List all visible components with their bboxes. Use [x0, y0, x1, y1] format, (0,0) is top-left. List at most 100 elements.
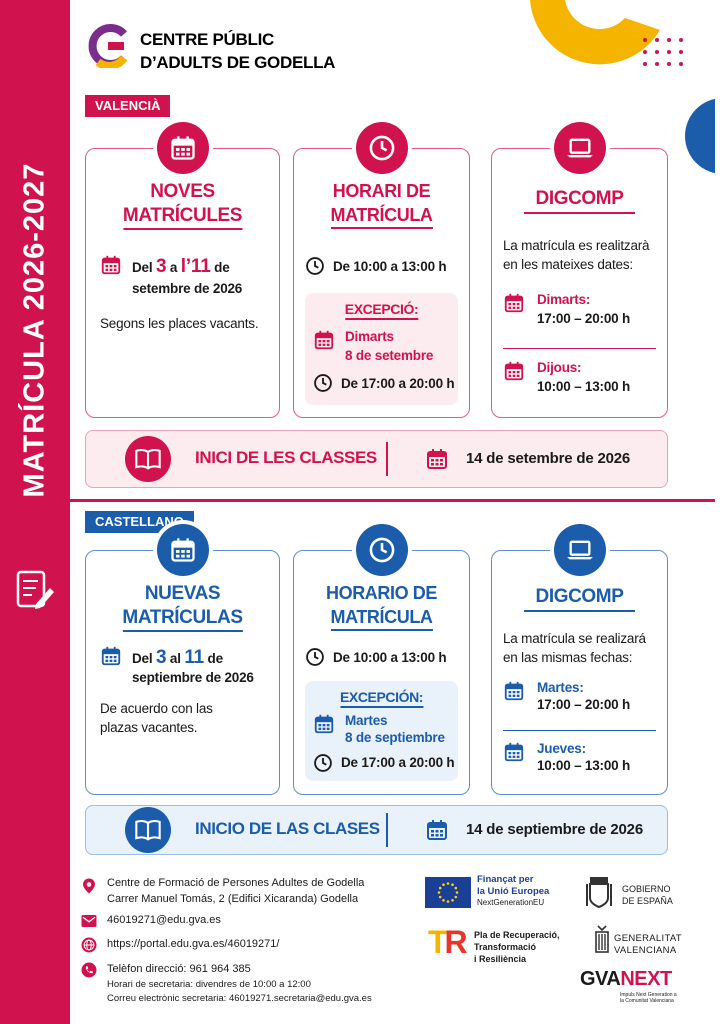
- eu-text: la Unió Europea: [477, 886, 550, 897]
- icon-part: [442, 883, 445, 887]
- icon-part: [186, 554, 190, 558]
- bar-divider: [386, 442, 388, 476]
- icon-part: [318, 340, 322, 343]
- icon-part: [508, 694, 512, 697]
- card-title: MATRÍCULA: [330, 607, 433, 631]
- phone-icon: [80, 961, 98, 979]
- date-part: a: [166, 260, 181, 275]
- exception-day: Dimarts: [345, 329, 394, 344]
- globe-icon: [80, 936, 98, 954]
- gvanext-part: NEXT: [620, 968, 672, 990]
- date-part: 3: [155, 647, 167, 669]
- date-part: de: [210, 260, 230, 275]
- icon-part: [314, 716, 334, 734]
- eu-text: Finançat per: [477, 874, 534, 885]
- icon-badge: [156, 524, 209, 576]
- date-part: de: [204, 651, 224, 667]
- icon-part: [135, 820, 161, 841]
- cal-icon: [169, 134, 197, 162]
- phone: Telèfon direcció: 961 964 385: [107, 963, 251, 975]
- phone-note: Correu electrònic secretaria: 46019271.s…: [107, 993, 372, 1004]
- icon-part: [566, 557, 593, 560]
- start-label: INICI DE LES CLASSES: [195, 448, 377, 467]
- card: [293, 148, 470, 418]
- icon-part: [314, 374, 332, 392]
- icon-part: [105, 656, 117, 663]
- icon-part: [326, 727, 330, 730]
- eu-flag: [425, 877, 471, 908]
- slot-hours: 17:00 – 20:00 h: [537, 696, 631, 712]
- exception-label: EXCEPCIÓN:: [339, 689, 423, 708]
- icon-part: [82, 916, 96, 923]
- card-title: MATRÍCULAS: [122, 607, 243, 632]
- icon-part: [438, 895, 442, 899]
- icon-part: [318, 723, 322, 727]
- icon-part: [597, 925, 607, 932]
- icon-part: [512, 755, 516, 758]
- slot-day: Dimarts:: [537, 292, 591, 307]
- icon-part: [314, 261, 319, 269]
- icon-part: [102, 258, 120, 264]
- cal-icon: [313, 713, 335, 735]
- icon-part: [101, 255, 121, 275]
- icon-part: [306, 257, 324, 275]
- icon-part: [428, 823, 446, 828]
- icon-part: [326, 343, 330, 346]
- icon-part: [186, 152, 190, 156]
- icon-part: [109, 660, 113, 663]
- icon-part: [504, 681, 524, 700]
- exception-date: 8 de setembre: [345, 348, 434, 363]
- exception-hours: De 17:00 a 20:00 h: [341, 755, 455, 771]
- start-label: INICIO DE LAS CLASES: [195, 819, 380, 838]
- date-part: 3: [155, 256, 167, 277]
- icon-part: [504, 363, 524, 381]
- gvanext-part: GVA: [580, 968, 621, 990]
- icon-part: [438, 886, 442, 890]
- clock-icon: [368, 134, 396, 162]
- date-line: setembre de 2026: [132, 281, 243, 296]
- slot-hours: 10:00 – 13:00 h: [537, 757, 631, 773]
- decoration: [530, 0, 720, 174]
- intro: en las mismas fechas:: [503, 650, 633, 665]
- icon-part: [512, 751, 516, 755]
- intro: La matrícula se realizará: [503, 631, 646, 646]
- cal-icon: [503, 741, 525, 763]
- icon-part: [440, 463, 443, 466]
- logo-mark: T: [428, 924, 447, 960]
- phone-note: Horari de secretaria: divendres de 10:00…: [107, 979, 311, 990]
- icon-part: [516, 694, 520, 697]
- icon-part: [512, 306, 516, 309]
- icon-part: [446, 882, 450, 885]
- icon-part: [516, 690, 520, 693]
- cal-icon: [313, 329, 335, 351]
- icon-part: [505, 684, 523, 689]
- cal-icon: [169, 536, 197, 564]
- icon-part: [516, 306, 520, 309]
- icon-part: [314, 332, 334, 350]
- card-title: DIGCOMP: [523, 586, 636, 612]
- icon-part: [427, 451, 447, 469]
- icon-part: [101, 647, 121, 666]
- icon-part: [314, 753, 332, 772]
- card: [85, 148, 280, 418]
- form-icon: [16, 570, 54, 609]
- eu-text: NextGenerationEU: [477, 898, 545, 907]
- date-line: septiembre de 2026: [132, 670, 254, 686]
- icon-part: [380, 543, 387, 554]
- note: Segons les places vacants.: [100, 316, 259, 331]
- icon-part: [175, 550, 190, 558]
- icon-part: [180, 554, 185, 558]
- icon-part: [86, 882, 92, 887]
- icon-part: [435, 834, 439, 837]
- intro: en les mateixes dates:: [503, 257, 633, 272]
- icon-part: [322, 757, 327, 765]
- icon-part: [109, 265, 113, 268]
- icon-part: [590, 877, 608, 883]
- exception-hours: De 17:00 a 20:00 h: [341, 376, 455, 391]
- intro: La matrícula es realitzarà: [503, 238, 650, 253]
- email: 46019271@edu.gva.es: [107, 914, 221, 926]
- icon-part: [314, 753, 332, 772]
- icon-part: [516, 371, 520, 374]
- icon-part: [113, 660, 117, 663]
- icon-part: [516, 751, 520, 755]
